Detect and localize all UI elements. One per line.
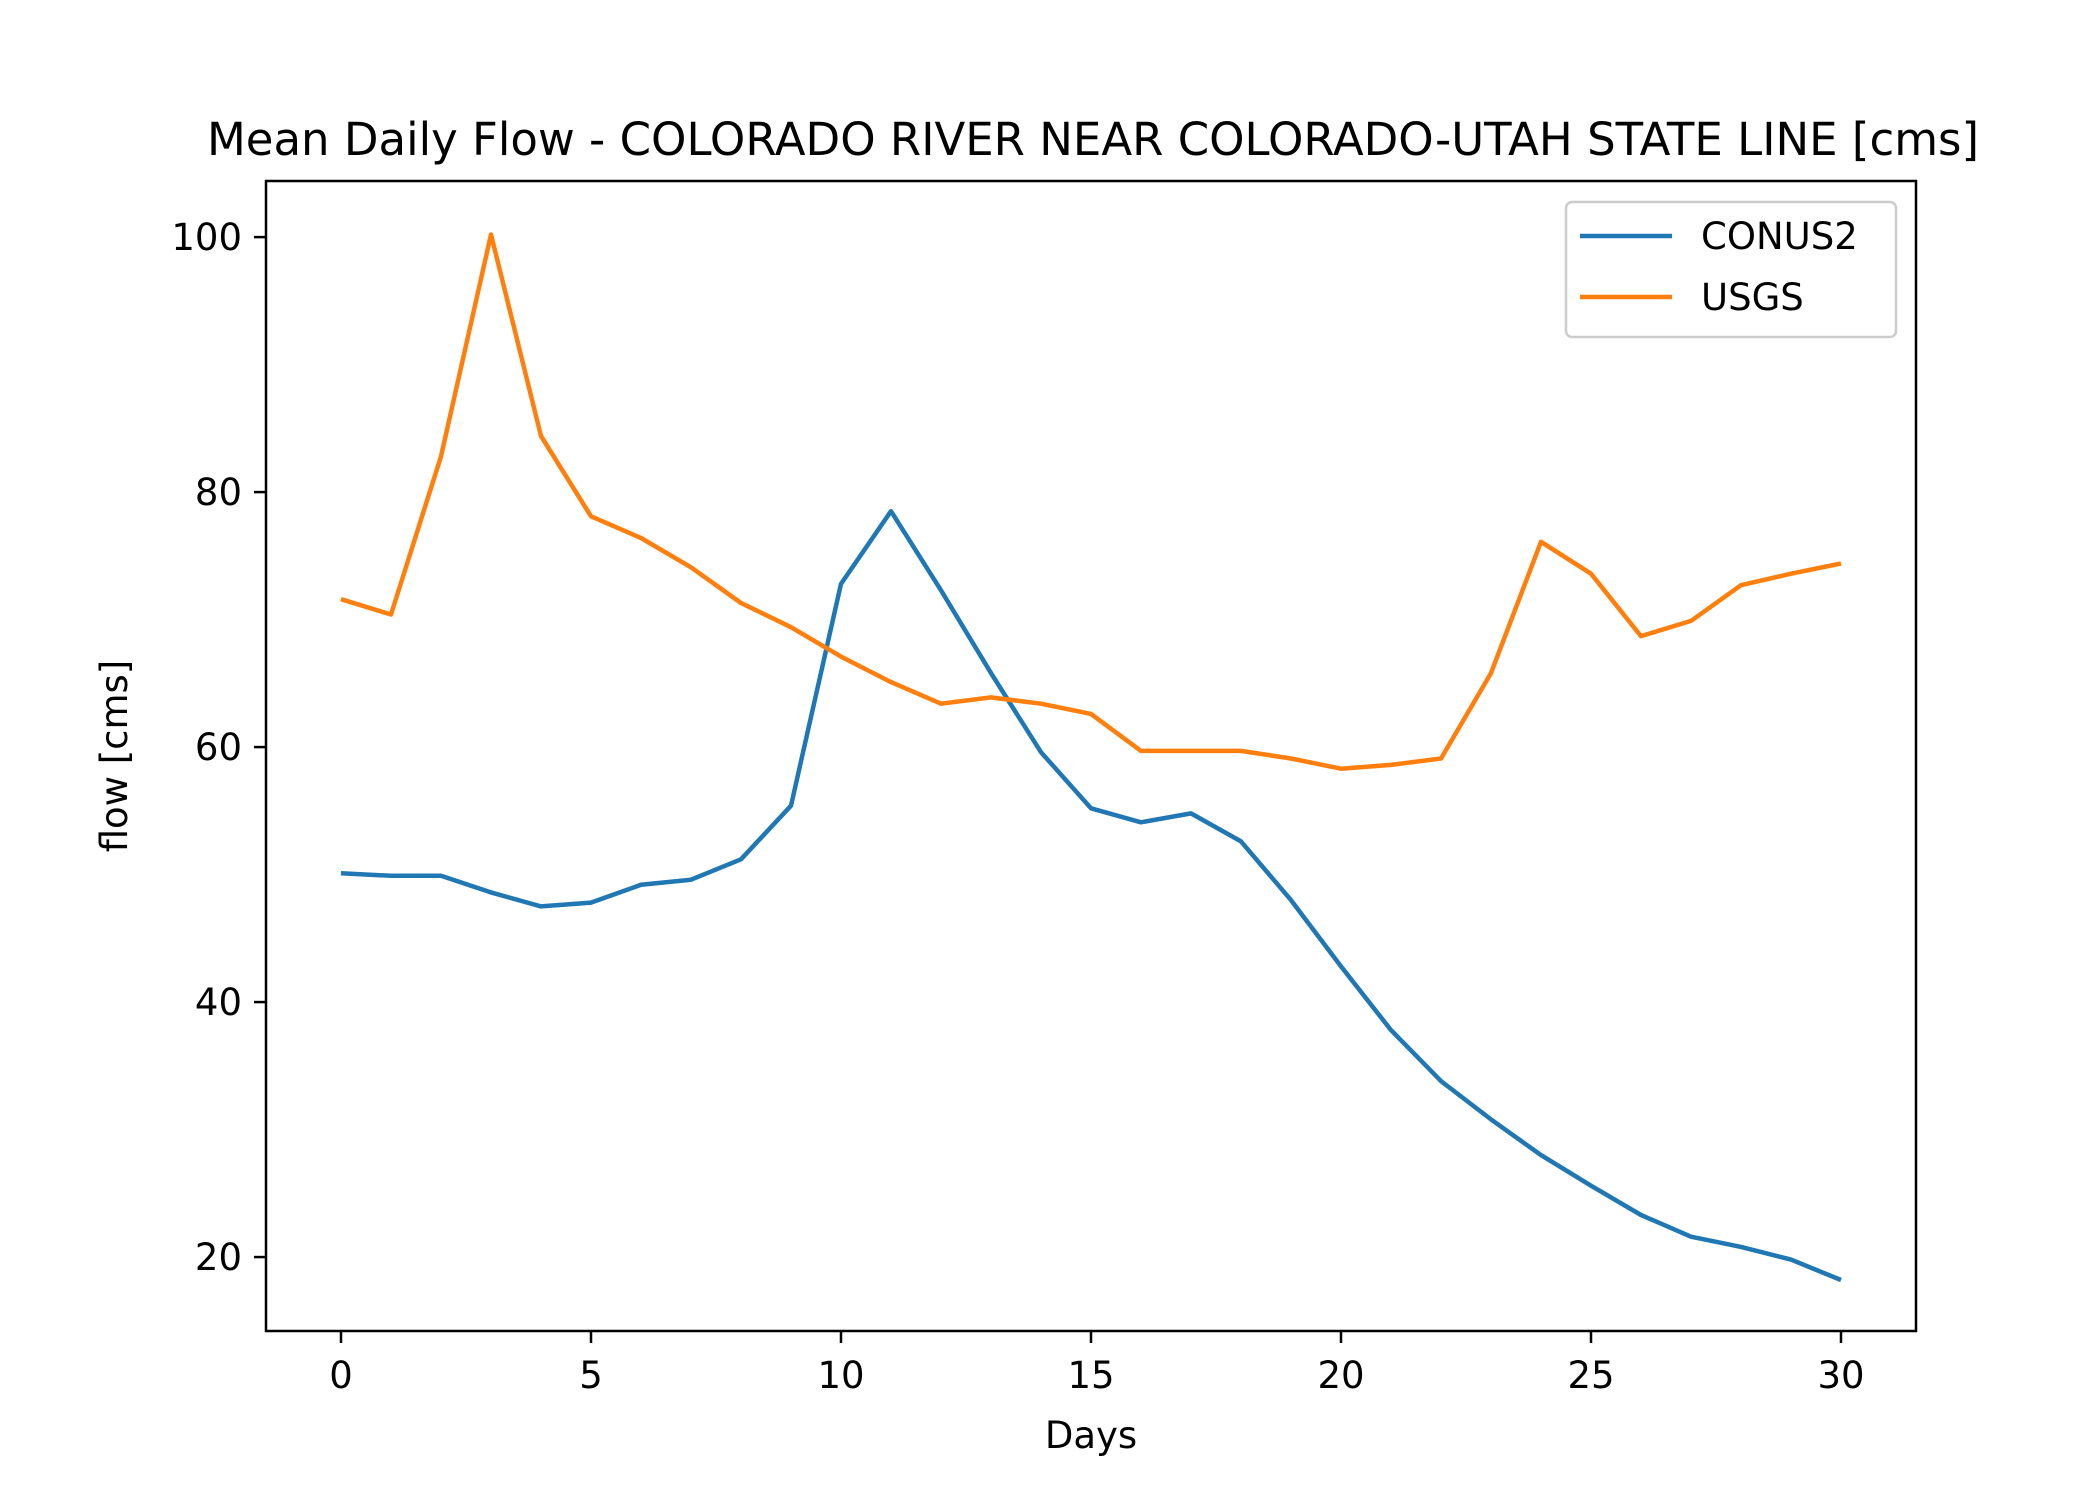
x-tick-label: 30 — [1817, 1354, 1864, 1397]
x-tick-label: 0 — [329, 1354, 353, 1397]
series-layer — [340, 232, 1842, 1283]
y-axis-label: flow [cms] — [93, 660, 136, 853]
x-axis-label: Days — [1045, 1414, 1137, 1457]
y-axis: 20 40 60 80 100 — [171, 216, 266, 1279]
x-tick-label: 20 — [1317, 1354, 1364, 1397]
y-tick-label: 40 — [195, 981, 242, 1024]
y-tick-label: 20 — [195, 1236, 242, 1279]
x-tick-label: 25 — [1567, 1354, 1614, 1397]
y-tick-label: 100 — [171, 216, 242, 259]
legend-entry-conus2: CONUS2 — [1701, 215, 1858, 258]
legend: CONUS2 USGS — [1564, 200, 1898, 339]
x-tick-label: 15 — [1067, 1354, 1114, 1397]
x-axis: 0 5 10 15 20 25 30 — [329, 1331, 1865, 1397]
x-tick-label: 5 — [579, 1354, 603, 1397]
legend-entry-usgs: USGS — [1701, 276, 1804, 319]
series-line-conus2 — [340, 508, 1842, 1283]
y-tick-label: 60 — [195, 726, 242, 769]
chart-title: Mean Daily Flow - COLORADO RIVER NEAR CO… — [207, 113, 1979, 166]
x-tick-label: 10 — [817, 1354, 864, 1397]
series-line-usgs — [340, 232, 1842, 771]
y-tick-label: 80 — [195, 471, 242, 514]
